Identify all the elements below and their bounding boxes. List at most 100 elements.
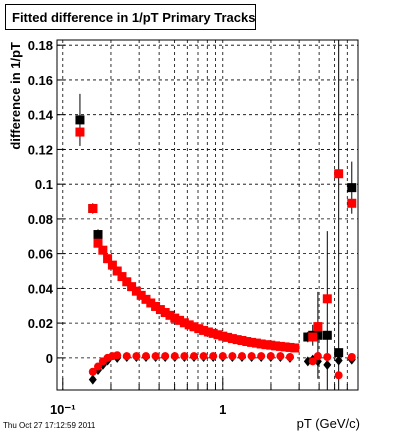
marker [228, 352, 237, 361]
marker [146, 298, 156, 308]
marker [88, 367, 97, 376]
marker [256, 339, 266, 349]
marker [334, 169, 344, 179]
y-axis-label: difference in 1/pT [8, 42, 23, 150]
marker [98, 245, 108, 255]
y-tick-label: 0.14 [28, 108, 54, 123]
marker [194, 324, 204, 334]
marker [199, 325, 209, 335]
marker [203, 327, 213, 337]
marker [107, 260, 117, 270]
marker [308, 332, 318, 342]
marker [232, 335, 242, 345]
marker [132, 352, 141, 361]
y-tick-label: 0.02 [28, 316, 53, 331]
marker [88, 374, 97, 385]
marker [251, 338, 261, 348]
marker [347, 352, 356, 361]
y-tick-label: 0.12 [28, 142, 53, 157]
marker [88, 203, 98, 213]
x-axis-label: pT (GeV/c) [297, 416, 360, 431]
marker [127, 282, 137, 292]
marker [112, 266, 122, 276]
y-tick-label: 0.06 [28, 247, 53, 262]
marker [218, 352, 227, 361]
marker [308, 357, 317, 366]
marker [103, 254, 113, 264]
marker [257, 352, 266, 361]
marker [208, 328, 218, 338]
marker [213, 330, 223, 340]
marker [209, 352, 218, 361]
marker [237, 335, 247, 345]
marker [160, 308, 170, 318]
marker [93, 238, 103, 248]
marker [189, 352, 198, 361]
marker [155, 305, 165, 315]
y-tick-label: 0.18 [28, 38, 53, 53]
marker [242, 337, 252, 347]
y-tick-label: 0.1 [35, 177, 53, 192]
marker [313, 330, 323, 340]
marker [247, 337, 257, 347]
marker [285, 342, 295, 352]
marker [117, 272, 127, 282]
marker [122, 277, 132, 287]
marker [275, 341, 285, 351]
marker [151, 301, 161, 311]
marker [322, 294, 332, 304]
marker [322, 330, 332, 340]
x-tick-label: 1 [219, 402, 226, 417]
timestamp: Thu Oct 27 17:12:59 2011 [3, 421, 96, 430]
marker [290, 343, 300, 353]
marker [180, 352, 189, 361]
marker [280, 342, 290, 352]
marker [94, 362, 103, 371]
marker [266, 352, 275, 361]
marker [334, 348, 344, 358]
marker [237, 352, 246, 361]
marker [141, 294, 151, 304]
marker [323, 352, 332, 361]
marker [334, 371, 343, 380]
marker [151, 352, 160, 361]
marker [189, 322, 199, 332]
title-box [5, 4, 256, 30]
marker [323, 359, 332, 370]
marker [184, 320, 194, 330]
marker [218, 331, 228, 341]
marker [131, 286, 141, 296]
marker [285, 352, 294, 361]
marker [161, 352, 170, 361]
marker [141, 352, 150, 361]
marker [136, 290, 146, 300]
marker [261, 340, 271, 350]
marker [276, 352, 285, 361]
marker [347, 198, 357, 208]
marker [227, 334, 237, 344]
marker [247, 352, 256, 361]
marker [271, 341, 281, 351]
marker [266, 340, 276, 350]
marker [175, 315, 185, 325]
marker [223, 332, 233, 342]
y-tick-label: 0.08 [28, 212, 53, 227]
y-tick-label: 0.16 [28, 73, 53, 88]
marker [303, 332, 313, 342]
marker [199, 352, 208, 361]
marker [179, 318, 189, 328]
chart-title: Fitted difference in 1/pT Primary Tracks [12, 10, 255, 25]
marker [334, 355, 343, 366]
x-tick-label: 10⁻¹ [50, 402, 76, 417]
marker [75, 115, 85, 125]
marker [170, 352, 179, 361]
marker [347, 183, 357, 193]
y-tick-label: 0 [46, 351, 53, 366]
marker [75, 127, 85, 137]
marker [93, 230, 103, 240]
marker [122, 352, 131, 361]
y-tick-label: 0.04 [28, 281, 54, 296]
marker [313, 322, 323, 332]
marker [165, 310, 175, 320]
